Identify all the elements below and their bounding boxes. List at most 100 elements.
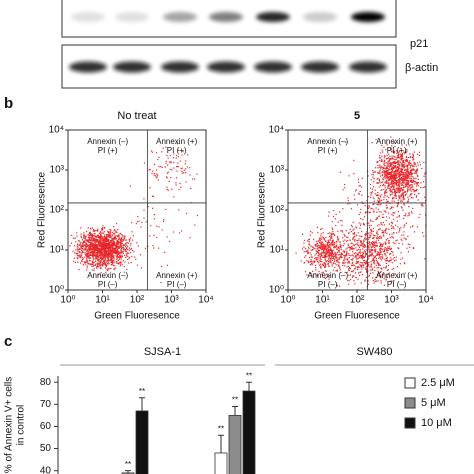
event-dot xyxy=(381,171,384,173)
event-dot xyxy=(393,267,395,270)
event-dot xyxy=(94,252,96,254)
event-dot xyxy=(84,247,86,250)
event-dot xyxy=(331,259,334,261)
event-dot xyxy=(104,245,106,247)
event-dot xyxy=(336,261,338,263)
event-dot xyxy=(89,238,91,240)
event-dot xyxy=(394,162,396,165)
event-dot xyxy=(314,257,316,260)
event-dot xyxy=(366,269,368,271)
event-dot xyxy=(310,262,313,264)
event-dot xyxy=(88,255,91,257)
event-dot xyxy=(377,264,380,266)
event-dot xyxy=(363,257,365,259)
event-dot xyxy=(177,165,179,167)
event-dot xyxy=(324,248,326,250)
event-dot xyxy=(383,172,386,174)
event-dot xyxy=(360,223,362,225)
event-dot xyxy=(323,247,325,249)
event-dot xyxy=(383,171,385,173)
event-dot xyxy=(407,164,409,166)
event-dot xyxy=(115,252,118,254)
event-dot xyxy=(100,239,102,241)
event-dot xyxy=(183,169,185,171)
y-tick-label: 10³ xyxy=(270,165,285,176)
event-dot xyxy=(116,257,118,259)
event-dot xyxy=(360,266,362,268)
event-dot xyxy=(382,168,384,170)
event-dot xyxy=(327,263,329,265)
event-dot xyxy=(391,163,393,165)
event-dot xyxy=(321,236,323,238)
event-dot xyxy=(91,248,94,250)
event-dot xyxy=(358,222,360,224)
event-dot xyxy=(346,279,349,281)
bar-chart: SJSA-1 SW480% of Annexin V+ cells in contr… xyxy=(4,346,474,474)
event-dot xyxy=(105,238,107,240)
event-dot xyxy=(319,260,321,263)
event-dot xyxy=(385,175,388,177)
event-dot xyxy=(403,191,405,193)
event-dot xyxy=(374,280,376,282)
event-dot xyxy=(372,237,374,239)
event-dot xyxy=(354,232,356,234)
event-dot xyxy=(106,244,108,246)
event-dot xyxy=(354,268,356,270)
event-dot xyxy=(108,259,110,261)
event-dot xyxy=(339,246,341,248)
event-dot xyxy=(375,276,377,279)
event-dot xyxy=(379,185,382,187)
event-dot xyxy=(107,236,109,238)
event-dot xyxy=(87,244,89,246)
event-dot xyxy=(96,244,98,246)
event-dot xyxy=(168,180,170,183)
event-dot xyxy=(322,247,325,249)
event-dot xyxy=(93,258,95,260)
event-dot xyxy=(400,238,402,240)
event-dot xyxy=(359,241,362,243)
event-dot xyxy=(315,252,317,255)
event-dot xyxy=(94,251,96,253)
event-dot xyxy=(392,192,394,194)
event-dot xyxy=(95,252,97,254)
event-dot xyxy=(384,229,387,231)
event-dot xyxy=(335,242,337,244)
event-dot xyxy=(373,244,375,247)
event-dot xyxy=(421,203,423,205)
event-dot xyxy=(394,176,396,178)
event-dot xyxy=(381,175,383,177)
event-dot xyxy=(387,180,389,182)
event-dot xyxy=(393,166,395,168)
event-dot xyxy=(91,241,93,243)
event-dot xyxy=(80,242,82,244)
event-dot xyxy=(84,261,87,263)
event-dot xyxy=(407,171,410,173)
event-dot xyxy=(377,239,380,241)
event-dot xyxy=(390,173,392,176)
event-dot xyxy=(387,212,390,214)
event-dot xyxy=(79,248,81,250)
event-dot xyxy=(400,169,402,172)
event-dot xyxy=(335,253,338,255)
event-dot xyxy=(348,262,350,264)
event-dot xyxy=(114,252,116,254)
event-dot xyxy=(118,246,120,248)
event-dot xyxy=(319,257,321,259)
event-dot xyxy=(108,236,110,238)
event-dot xyxy=(330,248,332,250)
event-dot xyxy=(114,232,116,234)
error-bar xyxy=(232,406,238,416)
event-dot xyxy=(176,143,178,145)
event-dot xyxy=(325,260,327,262)
event-dot xyxy=(359,240,362,243)
event-dot xyxy=(322,256,324,258)
event-dot xyxy=(124,249,126,252)
event-dot xyxy=(330,242,332,244)
event-dot xyxy=(394,146,396,148)
event-dot xyxy=(353,280,355,282)
event-dot xyxy=(398,183,400,185)
event-dot xyxy=(379,204,381,206)
event-dot xyxy=(311,275,313,277)
event-dot xyxy=(103,261,105,263)
event-dot xyxy=(99,255,101,257)
